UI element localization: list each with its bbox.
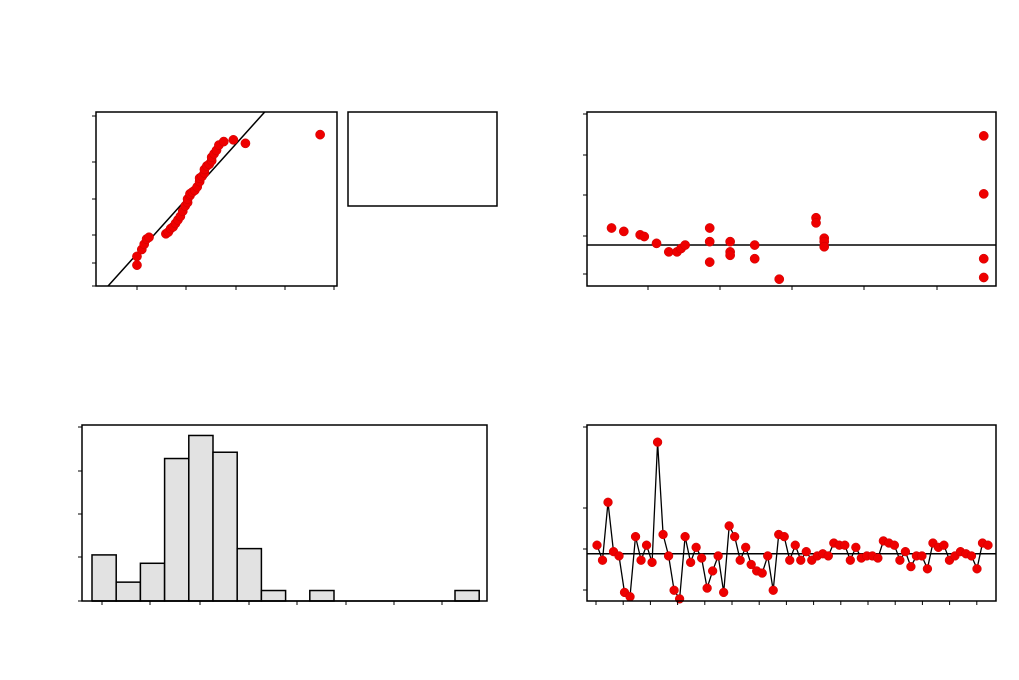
data-point	[972, 564, 982, 574]
plot-frame	[586, 424, 997, 602]
data-point	[966, 551, 977, 561]
data-point	[978, 131, 989, 141]
histogram-bar	[454, 589, 480, 602]
plot-frame	[81, 424, 488, 602]
data-point	[796, 555, 806, 565]
data-point	[704, 236, 715, 247]
data-point	[730, 531, 740, 542]
data-point	[663, 247, 674, 257]
histogram-bar	[236, 547, 263, 602]
data-point	[811, 218, 821, 228]
data-point	[774, 274, 785, 285]
data-point	[704, 257, 715, 267]
data-point	[845, 555, 855, 565]
data-point	[719, 587, 729, 598]
data-point	[639, 231, 650, 242]
data-point	[922, 564, 933, 574]
data-point	[746, 559, 756, 570]
data-point	[978, 272, 989, 283]
data-point	[218, 136, 229, 147]
data-point	[749, 240, 760, 250]
data-point	[749, 253, 760, 264]
data-point	[801, 546, 811, 557]
data-point	[614, 551, 624, 561]
data-point	[763, 551, 773, 561]
histogram-bar	[91, 554, 117, 602]
data-point	[939, 540, 949, 550]
data-point	[597, 555, 608, 565]
data-point	[641, 540, 652, 550]
data-point	[725, 236, 736, 247]
data-point	[669, 585, 679, 595]
histogram-bar	[163, 457, 190, 602]
data-point	[680, 531, 690, 542]
data-point	[779, 531, 789, 542]
data-point	[707, 566, 718, 576]
residuals-vs-order-plot	[583, 424, 997, 605]
data-point	[606, 223, 617, 233]
data-point	[978, 189, 989, 199]
normal-probability-plot	[92, 111, 338, 290]
data-point	[618, 226, 629, 237]
data-point	[240, 138, 251, 149]
legend-box	[347, 111, 498, 207]
data-point	[663, 551, 674, 561]
data-point	[704, 223, 715, 233]
data-point	[735, 555, 745, 565]
data-point	[785, 555, 795, 565]
data-point	[636, 555, 646, 565]
residual-histogram	[78, 424, 488, 605]
data-point	[315, 129, 325, 140]
data-point	[696, 553, 707, 563]
data-point	[906, 562, 916, 572]
data-point	[873, 553, 883, 563]
connecting-line	[596, 442, 989, 601]
data-point	[651, 238, 662, 249]
data-point	[895, 555, 905, 565]
data-point	[691, 542, 701, 552]
data-point	[132, 251, 142, 262]
histogram-bar	[309, 589, 335, 602]
histogram-bar	[188, 434, 214, 602]
plot-frame	[586, 111, 997, 287]
data-point	[658, 529, 668, 540]
data-point	[592, 540, 602, 550]
histogram-bar	[212, 451, 238, 602]
data-point	[741, 542, 751, 552]
data-point	[823, 551, 833, 561]
histogram-bar	[139, 562, 166, 602]
data-point	[603, 497, 613, 507]
data-point	[725, 250, 736, 261]
data-point	[889, 540, 900, 550]
data-point	[228, 134, 239, 145]
data-point	[647, 557, 657, 568]
histogram-bar	[260, 589, 287, 602]
data-point	[630, 531, 641, 542]
data-point	[144, 232, 154, 243]
data-point	[685, 557, 696, 568]
data-point	[724, 521, 734, 531]
data-point	[840, 540, 850, 550]
data-point	[680, 240, 691, 250]
data-point	[768, 585, 778, 595]
data-point	[900, 546, 911, 557]
data-point	[625, 592, 635, 602]
histogram-bar	[115, 581, 142, 602]
data-point	[978, 253, 989, 264]
data-point	[757, 568, 767, 578]
data-point	[702, 583, 712, 593]
data-point	[713, 551, 723, 561]
data-point	[983, 540, 993, 550]
data-point	[819, 241, 830, 252]
data-point	[674, 594, 685, 604]
data-point	[851, 542, 861, 552]
data-point	[132, 260, 142, 270]
data-point	[652, 437, 663, 447]
data-point	[917, 551, 927, 561]
residuals-vs-fits-plot	[583, 111, 997, 290]
data-point	[790, 540, 800, 550]
